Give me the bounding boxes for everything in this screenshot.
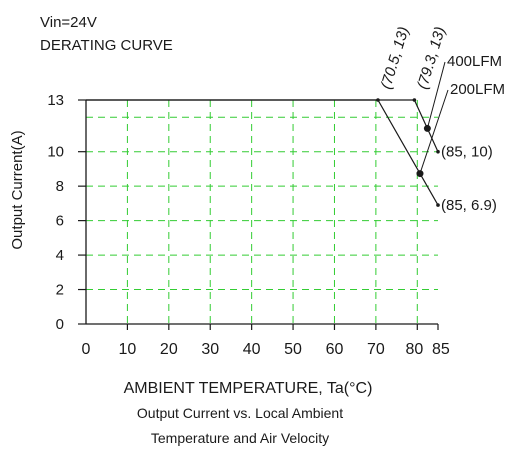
data-point xyxy=(436,149,440,154)
legend-label-400lfm: 400LFM xyxy=(447,53,502,70)
x-tick-label: 70 xyxy=(367,341,385,358)
annotation-end-200lfm: (85, 6.9) xyxy=(441,197,497,214)
y-tick-labels: 0 2 4 6 8 10 13 xyxy=(47,92,64,333)
data-point xyxy=(436,203,440,207)
legend-label-200lfm: 200LFM xyxy=(450,81,505,98)
vin-label: Vin=24V xyxy=(40,14,97,31)
y-tick-label: 8 xyxy=(56,178,64,195)
x-tick-label: 20 xyxy=(160,341,178,358)
x-tick-labels: 0 10 20 30 40 50 60 70 80 85 xyxy=(82,341,450,358)
x-axis-label: AMBIENT TEMPERATURE, Ta(°C) xyxy=(124,380,373,397)
data-point xyxy=(412,98,417,102)
annotation-corner-400lfm: (79.3, 13) xyxy=(414,25,449,91)
x-tick-label: 10 xyxy=(119,341,137,358)
y-tick-label: 13 xyxy=(47,92,64,109)
caption-line-1: Output Current vs. Local Ambient xyxy=(137,405,343,421)
x-tick-label: 85 xyxy=(432,341,450,358)
axes xyxy=(78,99,439,330)
series-line-200LFM xyxy=(86,99,439,206)
x-tick-label: 60 xyxy=(326,341,344,358)
legend: 400LFM 200LFM xyxy=(416,53,505,178)
y-axis-label: Output Current(A) xyxy=(9,130,26,249)
chart-title: DERATING CURVE xyxy=(40,37,173,54)
annotation-end-400lfm: (85, 10) xyxy=(441,144,493,161)
annotation-corner-200lfm: (70.5, 13) xyxy=(378,25,413,91)
y-tick-label: 2 xyxy=(56,282,64,299)
x-tick-label: 50 xyxy=(284,341,302,358)
y-tick-label: 10 xyxy=(47,144,64,161)
legend-leader-400lfm xyxy=(426,61,446,129)
y-tick-label: 6 xyxy=(56,213,64,230)
x-tick-label: 0 xyxy=(82,341,91,358)
legend-leader-200lfm xyxy=(419,89,449,174)
x-tick-label: 40 xyxy=(243,341,261,358)
series-line-400LFM xyxy=(86,99,439,152)
y-tick-label: 4 xyxy=(56,247,64,264)
data-point xyxy=(376,98,380,102)
caption-line-2: Temperature and Air Velocity xyxy=(151,430,329,446)
x-tick-label: 80 xyxy=(405,341,423,358)
grid-lines xyxy=(86,100,438,324)
y-tick-label: 0 xyxy=(56,316,64,333)
series-lines xyxy=(86,98,440,207)
x-tick-label: 30 xyxy=(201,341,219,358)
